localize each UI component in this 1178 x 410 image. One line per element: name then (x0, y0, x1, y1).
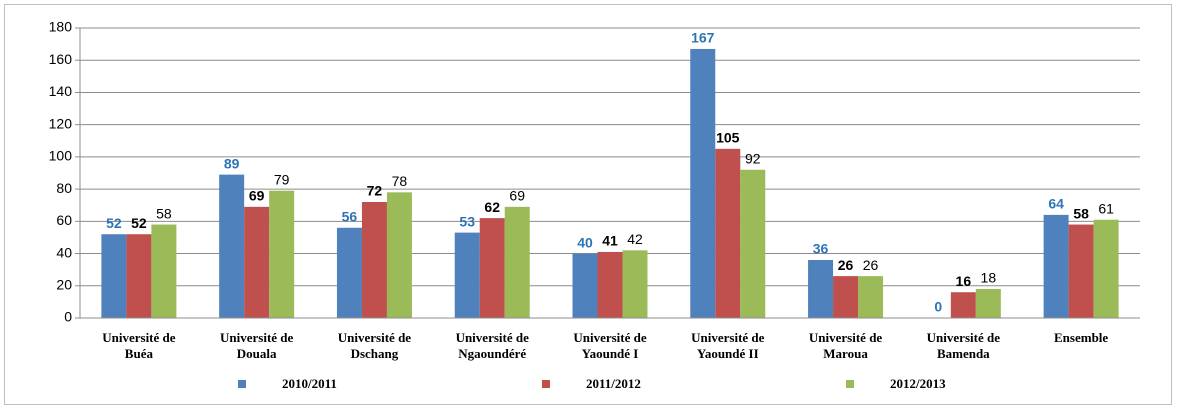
data-label: 53 (459, 213, 475, 229)
data-label: 79 (274, 171, 290, 187)
bar (151, 224, 177, 318)
legend-label: 2011/2012 (586, 376, 641, 391)
bar (975, 289, 1001, 318)
bar (126, 234, 152, 318)
y-tick-label: 0 (64, 309, 72, 325)
data-label: 52 (106, 215, 122, 231)
data-label: 16 (956, 273, 972, 289)
y-tick-label: 60 (56, 212, 72, 228)
x-tick-label: Ensemble (1054, 330, 1108, 345)
x-tick-label: Université de Ngaoundéré (456, 330, 530, 361)
y-tick-label: 160 (49, 51, 73, 67)
legend-swatch (238, 380, 246, 388)
data-label: 105 (716, 130, 740, 146)
bar (858, 276, 884, 318)
bar (219, 174, 245, 318)
data-label: 69 (509, 188, 525, 204)
bar (950, 292, 976, 318)
bar (101, 234, 127, 318)
bar (454, 232, 480, 318)
bar (740, 169, 766, 318)
data-label: 92 (745, 150, 761, 166)
y-tick-label: 120 (49, 115, 73, 131)
data-label: 167 (691, 30, 715, 46)
data-label: 52 (131, 215, 147, 231)
bar (715, 148, 741, 318)
data-label: 26 (863, 257, 879, 273)
data-label: 42 (627, 231, 643, 247)
data-label: 72 (367, 183, 383, 199)
data-label: 61 (1098, 200, 1114, 216)
data-label: 69 (249, 188, 265, 204)
data-label: 64 (1048, 196, 1064, 212)
bar (622, 250, 648, 318)
bar (597, 251, 623, 318)
bar (269, 190, 295, 318)
x-tick-label: Université de Buéa (102, 330, 176, 361)
bar (386, 192, 412, 318)
data-label: 18 (981, 270, 997, 286)
x-tick-label: Université de Douala (220, 330, 294, 361)
data-label: 62 (484, 199, 500, 215)
y-tick-label: 100 (49, 148, 73, 164)
x-tick-label: Université de Bamenda (927, 330, 1001, 361)
data-label: 26 (838, 257, 854, 273)
bar (572, 253, 598, 318)
legend-swatch (542, 380, 550, 388)
bar (690, 48, 716, 318)
x-tick-label: Université de Maroua (809, 330, 883, 361)
x-tick-label: Université de Yaoundé I (573, 330, 647, 361)
data-label: 89 (224, 155, 240, 171)
y-tick-label: 140 (49, 83, 73, 99)
data-label: 0 (934, 299, 942, 315)
bar (1068, 224, 1094, 318)
bar (808, 260, 834, 318)
bar (244, 206, 270, 318)
bar (361, 202, 387, 318)
data-label: 78 (392, 173, 408, 189)
data-label: 40 (577, 234, 593, 250)
bar (336, 227, 362, 318)
chart-frame (4, 4, 1172, 405)
bar (479, 218, 505, 318)
legend-label: 2010/2011 (282, 376, 337, 391)
data-label: 56 (342, 208, 358, 224)
bar (504, 206, 530, 318)
y-tick-label: 180 (49, 19, 73, 35)
data-label: 58 (156, 205, 172, 221)
legend-label: 2012/2013 (890, 376, 946, 391)
y-tick-label: 80 (56, 180, 72, 196)
legend-swatch (846, 380, 854, 388)
x-tick-label: Université de Yaoundé II (691, 330, 765, 361)
data-label: 41 (602, 233, 618, 249)
bar (1093, 219, 1119, 318)
y-tick-label: 20 (56, 276, 72, 292)
data-label: 58 (1073, 205, 1089, 221)
data-label: 36 (813, 241, 829, 257)
y-tick-label: 40 (56, 244, 72, 260)
x-tick-label: Université de Dschang (338, 330, 412, 361)
bar (833, 276, 859, 318)
bar (1043, 214, 1069, 318)
